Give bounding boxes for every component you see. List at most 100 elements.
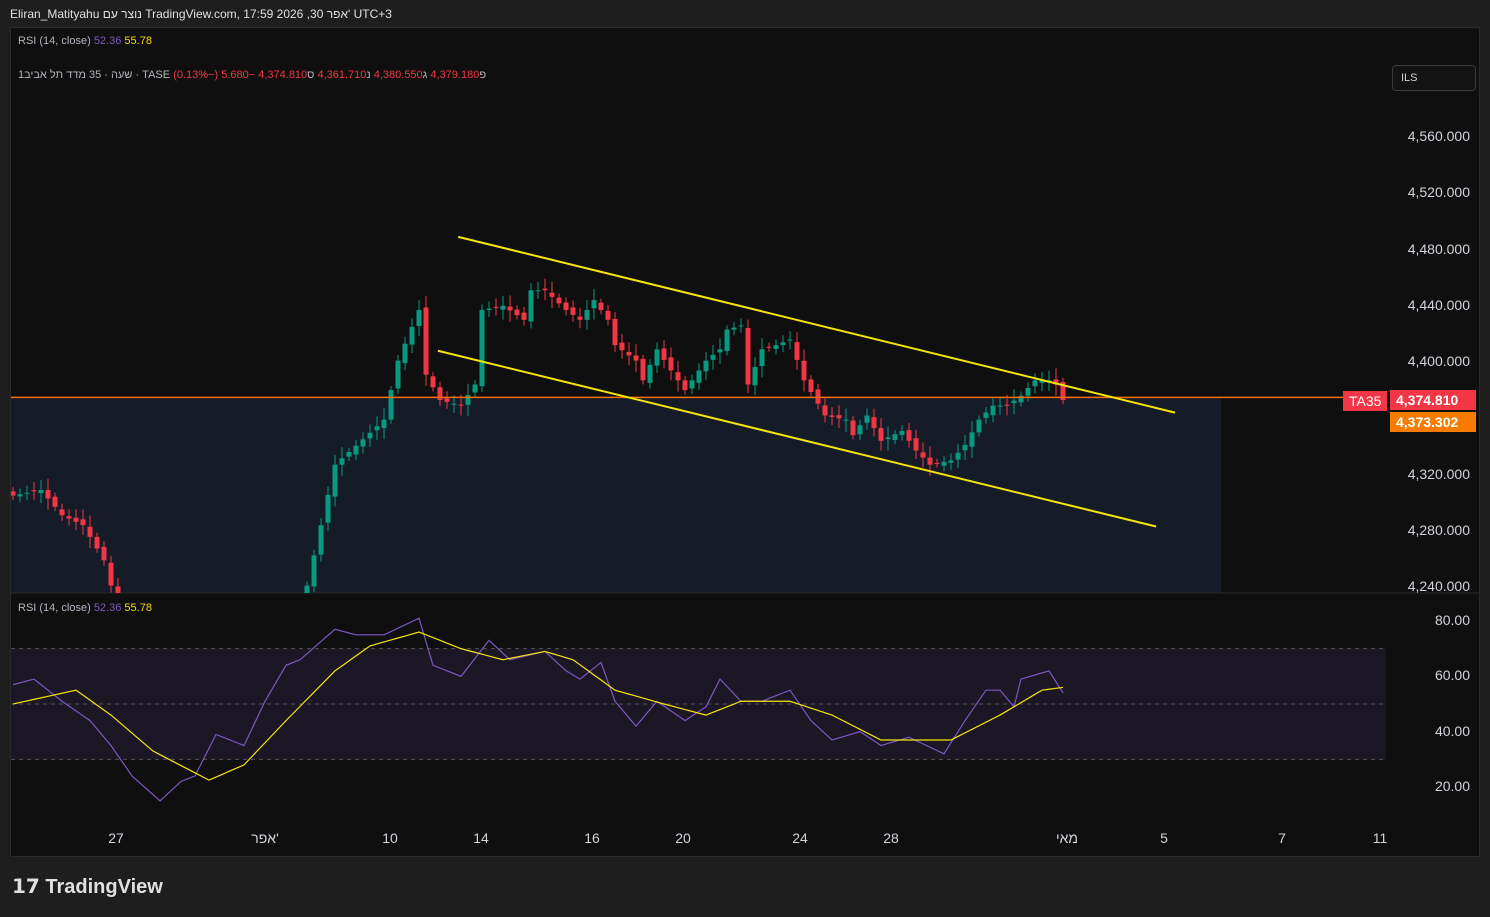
candle-body bbox=[969, 432, 975, 447]
candle-body bbox=[703, 360, 709, 372]
candle-body bbox=[486, 308, 492, 310]
legend-rsi-value: 52.36 bbox=[93, 35, 122, 47]
candle-body bbox=[200, 642, 205, 644]
candle-body bbox=[948, 460, 954, 463]
rsi-legend[interactable]: RSI (14, close) 52.36 55.78 bbox=[18, 602, 152, 614]
price-area-shade bbox=[11, 397, 1221, 593]
time-axis-label: 7 bbox=[1278, 830, 1286, 846]
time-axis-label: 11 bbox=[1372, 830, 1388, 846]
candle-body bbox=[549, 292, 555, 297]
candle-body bbox=[633, 355, 639, 361]
time-axis-label: 28 bbox=[883, 830, 899, 846]
candle-body bbox=[38, 489, 44, 494]
low-label: נ bbox=[366, 69, 371, 81]
candle-body bbox=[353, 445, 359, 455]
candle-body bbox=[374, 426, 380, 431]
candle-body bbox=[794, 342, 800, 360]
candle-body bbox=[214, 643, 219, 644]
candle-body bbox=[339, 458, 345, 465]
header-title: Eliran_Matityahu נוצר עם TradingView.com… bbox=[10, 7, 392, 21]
tradingview-logo[interactable]: 𝟭𝟳 TradingView bbox=[12, 874, 163, 899]
candle-body bbox=[612, 318, 618, 346]
top-rsi-legend[interactable]: RSI (14, close) 52.36 55.78 bbox=[18, 35, 152, 47]
candle-body bbox=[332, 464, 338, 497]
candle-body bbox=[151, 642, 156, 644]
candle-body bbox=[193, 643, 198, 644]
candle-body bbox=[535, 290, 541, 292]
candle-body bbox=[983, 412, 989, 418]
candle-body bbox=[444, 398, 450, 402]
candle-body bbox=[179, 641, 184, 644]
candle-body bbox=[815, 389, 821, 404]
candle-body bbox=[1032, 380, 1038, 387]
time-axis-label: 27 bbox=[108, 830, 124, 846]
candle-body bbox=[409, 326, 415, 345]
candle-body bbox=[661, 348, 667, 360]
candle-body bbox=[514, 309, 520, 316]
candle-body bbox=[521, 312, 527, 320]
candle-body bbox=[45, 489, 51, 499]
candle-body bbox=[80, 519, 86, 526]
price-axis-label: 4,520.000 bbox=[1407, 184, 1470, 201]
symbol-legend[interactable]: 1שעה · 35 מדד תל אביב · TASE פ4,379.180 … bbox=[18, 69, 486, 81]
candle-body bbox=[752, 366, 758, 386]
currency-selector[interactable]: ILS bbox=[1392, 65, 1476, 91]
candle-body bbox=[563, 302, 569, 310]
candle-body bbox=[242, 643, 247, 644]
candle-body bbox=[1039, 380, 1045, 383]
rsi-legend-name: RSI (14, close) bbox=[18, 602, 91, 614]
rsi-ma-line bbox=[12, 631, 1064, 781]
last-price-tag: 4,374.810 bbox=[1390, 390, 1476, 410]
candle-body bbox=[962, 444, 968, 451]
candle-body bbox=[416, 309, 422, 326]
candle-body bbox=[668, 357, 674, 371]
candle-body bbox=[311, 555, 317, 587]
candle-body bbox=[773, 345, 779, 349]
candle-body bbox=[857, 425, 863, 435]
candle-body bbox=[640, 358, 646, 381]
candle-body bbox=[451, 403, 457, 405]
candle-body bbox=[381, 419, 387, 428]
candle-body bbox=[1018, 395, 1024, 403]
candle-body bbox=[780, 342, 786, 346]
candle-body bbox=[829, 415, 835, 417]
candle-body bbox=[94, 536, 100, 549]
time-axis-label: 20 bbox=[675, 830, 691, 846]
high-label: ג bbox=[422, 69, 428, 81]
candle-body bbox=[256, 643, 261, 646]
legend-ma-value: 55.78 bbox=[124, 35, 152, 47]
candle-body bbox=[87, 526, 93, 537]
candle-body bbox=[696, 370, 702, 383]
candle-body bbox=[605, 310, 611, 320]
symbol-tag: TA35 bbox=[1343, 391, 1388, 411]
candle-body bbox=[24, 492, 30, 494]
candle-body bbox=[1011, 400, 1017, 404]
candle-body bbox=[934, 462, 940, 464]
time-axis-label: 5 bbox=[1160, 830, 1168, 846]
high-value: 4,380.550 bbox=[373, 69, 423, 81]
candle-body bbox=[976, 419, 982, 433]
change-value: −5.680 (−0.13%) bbox=[173, 69, 256, 81]
time-axis-label: אפר' bbox=[251, 830, 279, 846]
rsi-axis-label: 20.00 bbox=[1434, 778, 1470, 795]
candle-body bbox=[221, 642, 226, 643]
candle-body bbox=[465, 395, 471, 405]
candle-body bbox=[1004, 404, 1010, 406]
candle-body bbox=[458, 404, 464, 406]
time-axis-label: 14 bbox=[473, 830, 489, 846]
candle-body bbox=[59, 509, 65, 516]
candle-body bbox=[1053, 379, 1059, 385]
candle-body bbox=[626, 351, 632, 356]
candle-body bbox=[570, 307, 576, 315]
candle-body bbox=[66, 516, 72, 519]
open-value: 4,379.180 bbox=[430, 69, 480, 81]
candle-body bbox=[528, 290, 534, 322]
price-axis-label: 4,400.000 bbox=[1407, 353, 1470, 369]
candle-body bbox=[843, 419, 849, 421]
candle-body bbox=[73, 517, 79, 522]
candle-body bbox=[822, 405, 828, 416]
price-axis-label: 4,240.000 bbox=[1407, 578, 1470, 594]
candle-body bbox=[346, 452, 352, 457]
candle-body bbox=[1060, 381, 1066, 400]
